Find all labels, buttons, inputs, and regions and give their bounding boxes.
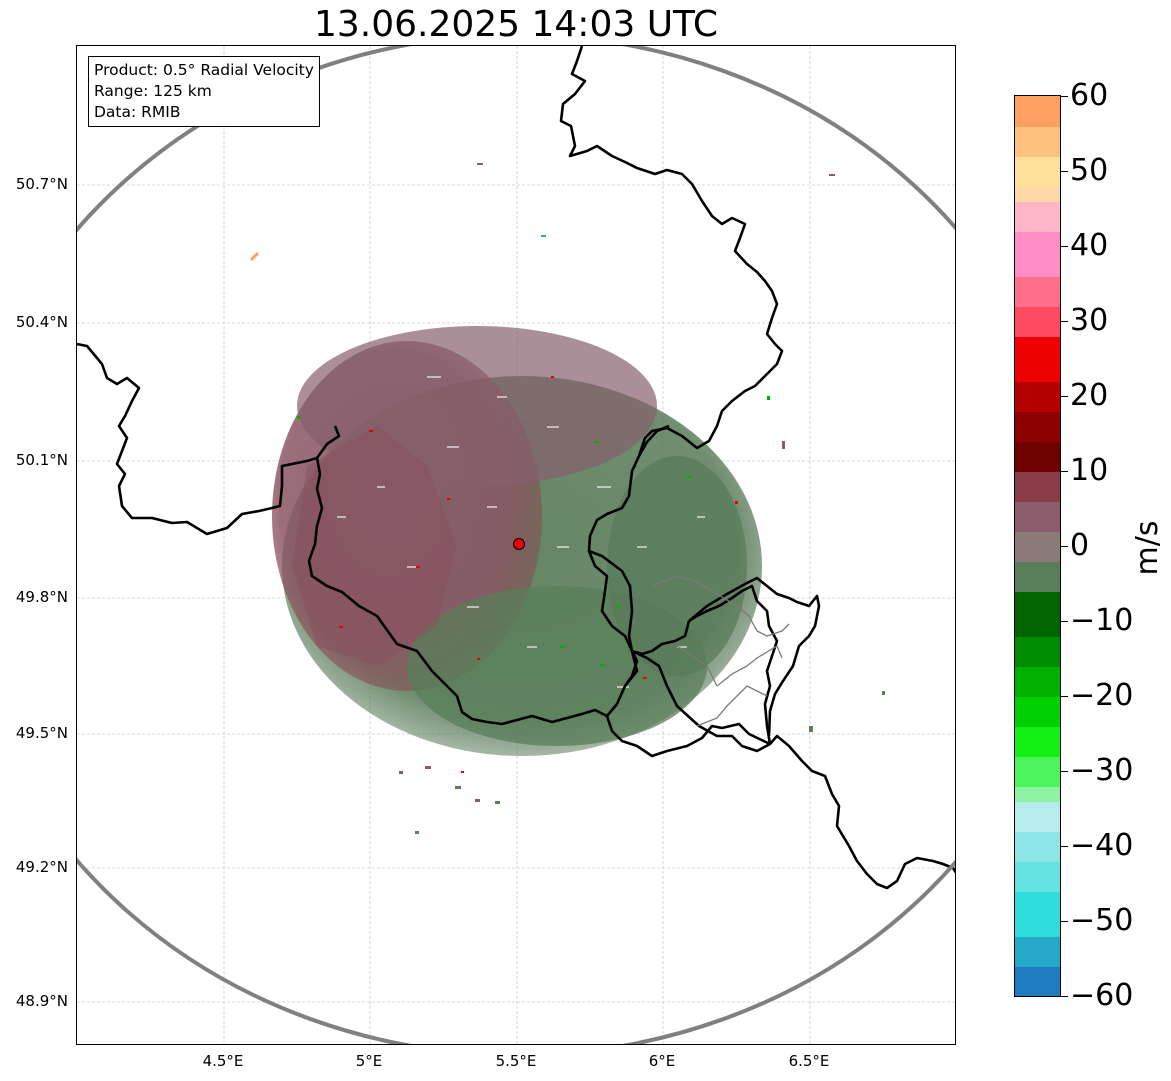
colorbar-segment: [1015, 411, 1060, 442]
lat-label-49-2: 49.2°N: [15, 858, 68, 876]
colorbar-tick-label: 60: [1070, 78, 1109, 113]
colorbar-segment: [1015, 531, 1060, 562]
colorbar-segment: [1015, 786, 1060, 802]
colorbar-segment: [1015, 561, 1060, 592]
lon-label-5: 5°E: [355, 1052, 383, 1070]
velocity-echoes: [249, 163, 885, 834]
colorbar-segment: [1015, 336, 1060, 382]
colorbar-segment: [1015, 126, 1060, 157]
colorbar-tick: [1061, 771, 1068, 772]
colorbar-tick: [1061, 996, 1068, 997]
colorbar-tick: [1061, 246, 1068, 247]
colorbar-tick: [1061, 921, 1068, 922]
colorbar-tick-label: −10: [1070, 603, 1134, 638]
colorbar-segment: [1015, 501, 1060, 532]
colorbar-tick-label: −40: [1070, 828, 1134, 863]
colorbar-segment: [1015, 696, 1060, 727]
colorbar-segment: [1015, 231, 1060, 277]
colorbar-segment: [1015, 861, 1060, 892]
colorbar-tick-label: 10: [1070, 453, 1109, 488]
regional-borders: [651, 575, 790, 727]
lat-label-50-7: 50.7°N: [15, 175, 68, 193]
colorbar-segment: [1015, 936, 1060, 967]
colorbar-tick: [1061, 96, 1068, 97]
colorbar-tick: [1061, 471, 1068, 472]
colorbar-tick-label: −50: [1070, 903, 1134, 938]
colorbar-segment: [1015, 276, 1060, 307]
radar-map-panel: [76, 45, 956, 1045]
colorbar-tick-label: −30: [1070, 753, 1134, 788]
lat-label-49-5: 49.5°N: [15, 724, 68, 742]
lat-label-50-1: 50.1°N: [15, 451, 68, 469]
lon-label-6: 6°E: [648, 1052, 676, 1070]
radar-map: [77, 46, 955, 1044]
country-borders: [77, 46, 955, 890]
colorbar-segment: [1015, 306, 1060, 337]
colorbar-tick-label: −20: [1070, 678, 1134, 713]
colorbar-tick-label: 20: [1070, 378, 1109, 413]
lon-label-4-5: 4.5°E: [202, 1052, 244, 1070]
colorbar-tick: [1061, 321, 1068, 322]
colorbar-segment: [1015, 156, 1060, 187]
lon-label-5-5: 5.5°E: [495, 1052, 537, 1070]
colorbar-tick-label: 30: [1070, 303, 1109, 338]
data-source-label: Data: RMIB: [94, 103, 181, 121]
colorbar-segment: [1015, 891, 1060, 937]
colorbar-segment: [1015, 96, 1060, 127]
colorbar-segment: [1015, 636, 1060, 667]
colorbar-segment: [1015, 471, 1060, 502]
colorbar-segment: [1015, 201, 1060, 232]
colorbar-tick-label: 40: [1070, 228, 1109, 263]
colorbar-tick: [1061, 621, 1068, 622]
range-label: Range: 125 km: [94, 82, 212, 100]
colorbar-segment: [1015, 441, 1060, 472]
colorbar-segment: [1015, 186, 1060, 202]
colorbar-segment: [1015, 381, 1060, 412]
colorbar-tick: [1061, 396, 1068, 397]
lat-label-48-9: 48.9°N: [15, 992, 68, 1010]
colorbar-segment: [1015, 831, 1060, 862]
product-info-box: Product: 0.5° Radial Velocity Range: 125…: [88, 56, 320, 127]
colorbar-tick: [1061, 171, 1068, 172]
colorbar-unit-label: m/s: [1130, 520, 1165, 576]
lon-label-6-5: 6.5°E: [788, 1052, 830, 1070]
velocity-colorbar: [1014, 95, 1061, 997]
lat-label-50-4: 50.4°N: [15, 313, 68, 331]
lat-label-49-8: 49.8°N: [15, 588, 68, 606]
colorbar-tick-label: 50: [1070, 153, 1109, 188]
product-label: Product: 0.5° Radial Velocity: [94, 61, 314, 79]
radar-site-marker[interactable]: [513, 538, 525, 550]
colorbar-segment: [1015, 966, 1060, 996]
colorbar-segment: [1015, 726, 1060, 757]
colorbar-tick-label: 0: [1070, 528, 1090, 563]
colorbar-segment: [1015, 666, 1060, 697]
colorbar-segment: [1015, 756, 1060, 787]
colorbar-tick: [1061, 846, 1068, 847]
colorbar-segment: [1015, 801, 1060, 832]
colorbar-segment: [1015, 591, 1060, 637]
colorbar-tick-label: −60: [1070, 978, 1134, 1013]
colorbar-tick: [1061, 546, 1068, 547]
map-title: 13.06.2025 14:03 UTC: [313, 4, 719, 45]
colorbar-tick: [1061, 696, 1068, 697]
